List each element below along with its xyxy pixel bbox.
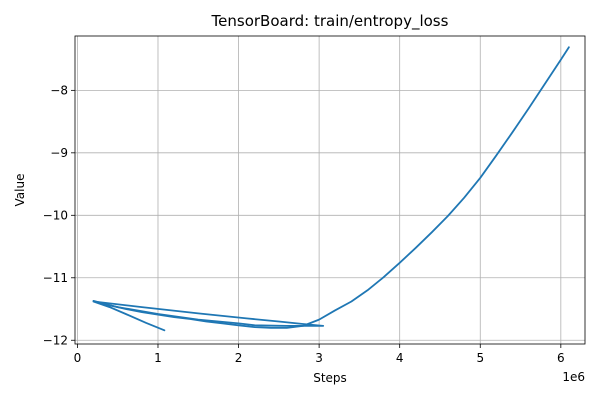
y-tick-label: −8 (50, 83, 68, 97)
grid (75, 36, 585, 344)
y-tick-label: −9 (50, 146, 68, 160)
x-axis-ticks: 0 1 2 3 4 5 6 (74, 344, 565, 365)
y-axis-label: Value (13, 174, 27, 207)
series-line-1 (92, 300, 325, 332)
x-axis-offset-label: 1e6 (562, 370, 585, 384)
x-tick-label: 5 (476, 351, 484, 365)
y-tick-label: −10 (43, 208, 68, 222)
series-layer (92, 46, 570, 332)
x-axis-label: Steps (313, 371, 347, 385)
x-tick-label: 2 (235, 351, 243, 365)
x-tick-label: 1 (154, 351, 162, 365)
y-tick-label: −11 (43, 271, 68, 285)
y-tick-label: −12 (43, 333, 68, 347)
x-tick-label: 3 (315, 351, 323, 365)
series-line-2 (92, 46, 570, 329)
chart-title: TensorBoard: train/entropy_loss (211, 12, 449, 31)
x-tick-label: 4 (396, 351, 404, 365)
y-axis-ticks: −12 −11 −10 −9 −8 (43, 83, 75, 347)
plot-frame (74, 35, 586, 345)
x-tick-label: 6 (557, 351, 565, 365)
x-tick-label: 0 (74, 351, 82, 365)
